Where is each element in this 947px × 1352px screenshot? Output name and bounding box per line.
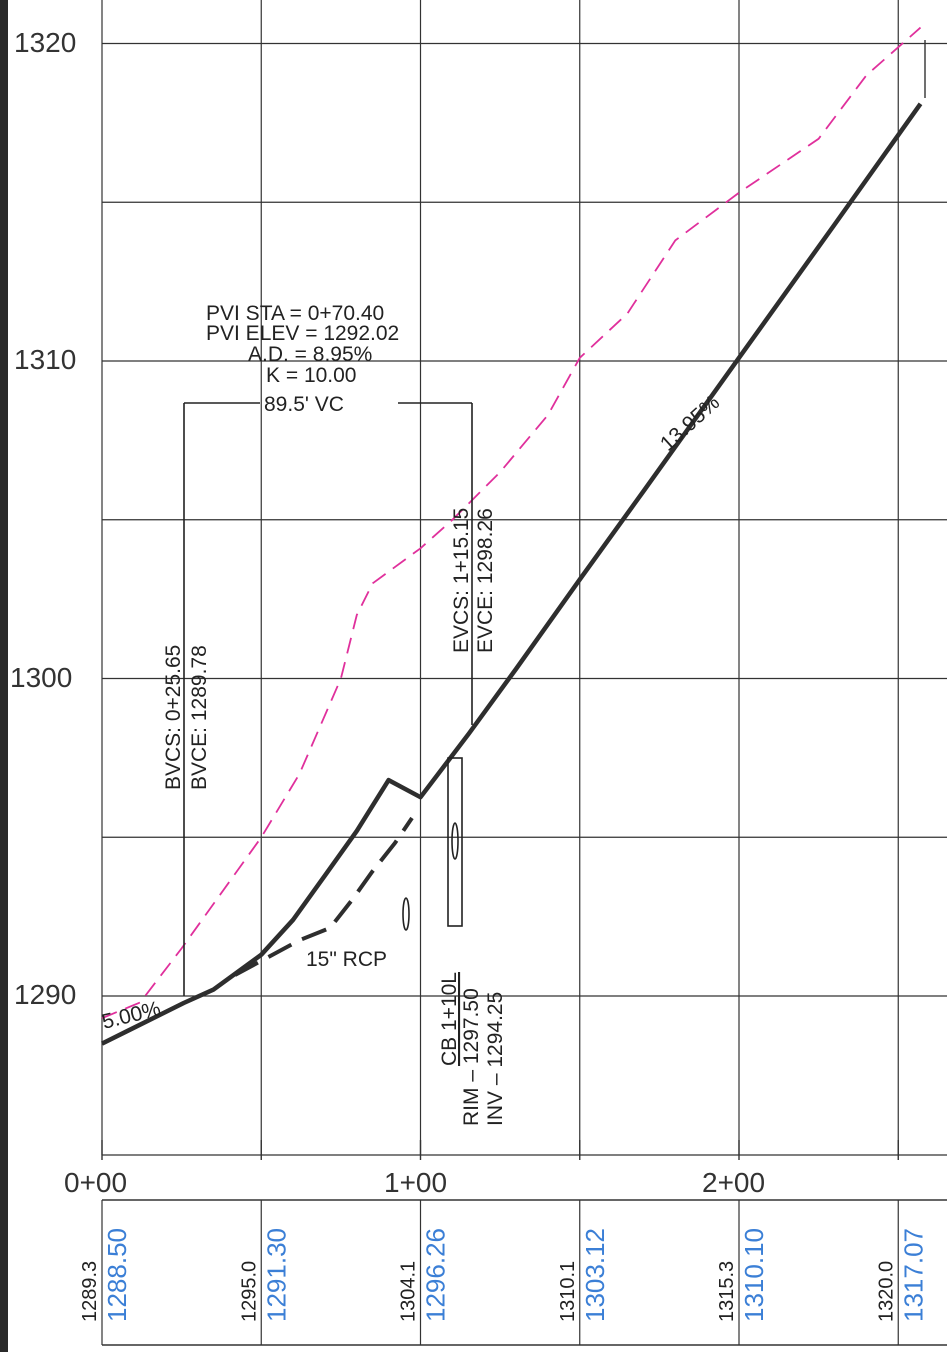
existing-elevation-value: 1304.1: [398, 1261, 420, 1322]
x-tick-label-0: 0+00: [64, 1167, 127, 1198]
catch-basin-inlet: [451, 822, 459, 860]
existing-elevation-value: 1289.3: [79, 1261, 101, 1322]
catch-basin-box: [447, 757, 463, 927]
vertical-curve-annotation: PVI STA = 0+70.40 PVI ELEV = 1292.02 A.D…: [162, 302, 497, 996]
y-tick-label-1310: 1310: [14, 344, 76, 375]
grid: [101, 0, 947, 1155]
existing-elevation-value: 1320.0: [875, 1261, 897, 1322]
grade-label-end: 13.95%: [656, 391, 724, 456]
y-tick-label-1300: 1300: [10, 662, 72, 693]
pvi-elev-label: PVI ELEV = 1292.02: [206, 322, 399, 345]
bvce-label: BVCE: 1289.78: [188, 645, 211, 790]
evce-label: EVCE: 1298.26: [474, 508, 497, 653]
x-tick-label-1: 1+00: [384, 1167, 447, 1198]
station-axis: [101, 1140, 947, 1160]
ad-label: A.D. = 8.95%: [248, 343, 372, 366]
vc-length-label: 89.5' VC: [264, 393, 344, 416]
pipe-outlet: [402, 897, 410, 931]
x-tick-label-2: 2+00: [702, 1167, 765, 1198]
proposed-elevation-value: 1288.50: [102, 1228, 132, 1322]
proposed-grade-line: [100, 102, 923, 1046]
evcs-label: EVCS: 1+15.15: [450, 508, 473, 653]
proposed-elevation-value: 1291.30: [261, 1228, 291, 1322]
pipe-label: 15" RCP: [306, 948, 387, 971]
proposed-elevation-value: 1303.12: [580, 1228, 610, 1322]
existing-elevation-value: 1315.3: [716, 1261, 738, 1322]
existing-elevation-value: 1295.0: [238, 1261, 260, 1322]
proposed-elevation-value: 1310.10: [739, 1228, 769, 1322]
proposed-elevation-value: 1317.07: [898, 1228, 928, 1322]
existing-ground-line: [101, 26, 922, 1020]
station-elevation-table: 1289.3 1288.50 1295.0 1291.30 1304.1 1296.26 1…: [79, 1199, 947, 1346]
y-tick-label-1320: 1320: [14, 27, 76, 58]
k-label: K = 10.00: [266, 364, 357, 387]
bvcs-label: BVCS: 0+25.65: [162, 645, 185, 790]
pipe-line: [234, 816, 414, 977]
structure-rim: RIM – 1297.50: [460, 988, 483, 1126]
y-tick-label-1290: 1290: [14, 979, 76, 1010]
pvi-sta-label: PVI STA = 0+70.40: [206, 302, 384, 325]
structure-name: CB 1+10L: [438, 972, 461, 1066]
structure-inv: INV – 1294.25: [484, 992, 507, 1126]
existing-elevation-value: 1310.1: [557, 1261, 579, 1322]
proposed-elevation-value: 1296.26: [421, 1228, 451, 1322]
curves: [100, 26, 923, 1046]
catch-basin: CB 1+10L RIM – 1297.50 INV – 1294.25: [402, 757, 507, 1126]
left-border: [0, 0, 8, 1352]
